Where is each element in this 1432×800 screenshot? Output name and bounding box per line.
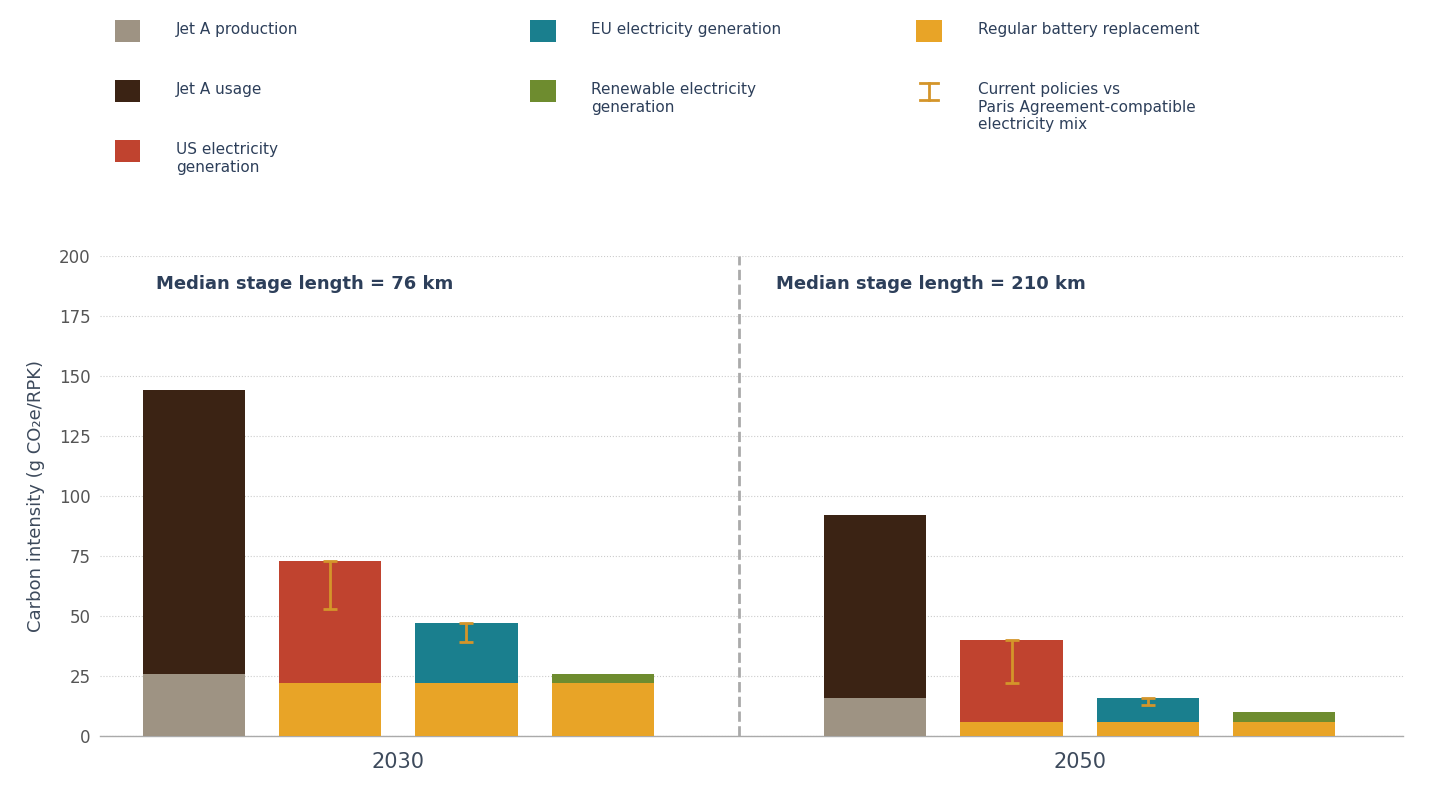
- Text: Jet A production: Jet A production: [176, 22, 298, 38]
- Bar: [1233, 722, 1335, 736]
- Bar: [551, 683, 654, 736]
- Text: Current policies vs: Current policies vs: [978, 82, 1120, 98]
- Bar: [825, 515, 927, 698]
- Bar: [1233, 712, 1335, 722]
- Bar: [961, 722, 1063, 736]
- Text: Jet A usage: Jet A usage: [176, 82, 262, 98]
- Y-axis label: Carbon intensity (g CO₂e/RPK): Carbon intensity (g CO₂e/RPK): [27, 360, 44, 632]
- Text: Regular battery replacement: Regular battery replacement: [978, 22, 1200, 38]
- Bar: [551, 674, 654, 683]
- Bar: [279, 561, 381, 683]
- Text: US electricity: US electricity: [176, 142, 278, 158]
- Bar: [1097, 698, 1199, 722]
- Text: Renewable electricity: Renewable electricity: [591, 82, 756, 98]
- Text: EU electricity generation: EU electricity generation: [591, 22, 782, 38]
- Bar: [415, 683, 517, 736]
- Text: generation: generation: [176, 160, 259, 175]
- Bar: [961, 640, 1063, 722]
- Text: electricity mix: electricity mix: [978, 118, 1087, 133]
- Bar: [415, 623, 517, 683]
- Text: Paris Agreement-compatible: Paris Agreement-compatible: [978, 100, 1196, 115]
- Text: Median stage length = 210 km: Median stage length = 210 km: [776, 275, 1087, 294]
- Bar: [1097, 722, 1199, 736]
- Bar: [279, 683, 381, 736]
- Bar: [143, 674, 245, 736]
- Bar: [825, 698, 927, 736]
- Text: Median stage length = 76 km: Median stage length = 76 km: [156, 275, 454, 294]
- Bar: [143, 390, 245, 674]
- Text: generation: generation: [591, 100, 674, 115]
